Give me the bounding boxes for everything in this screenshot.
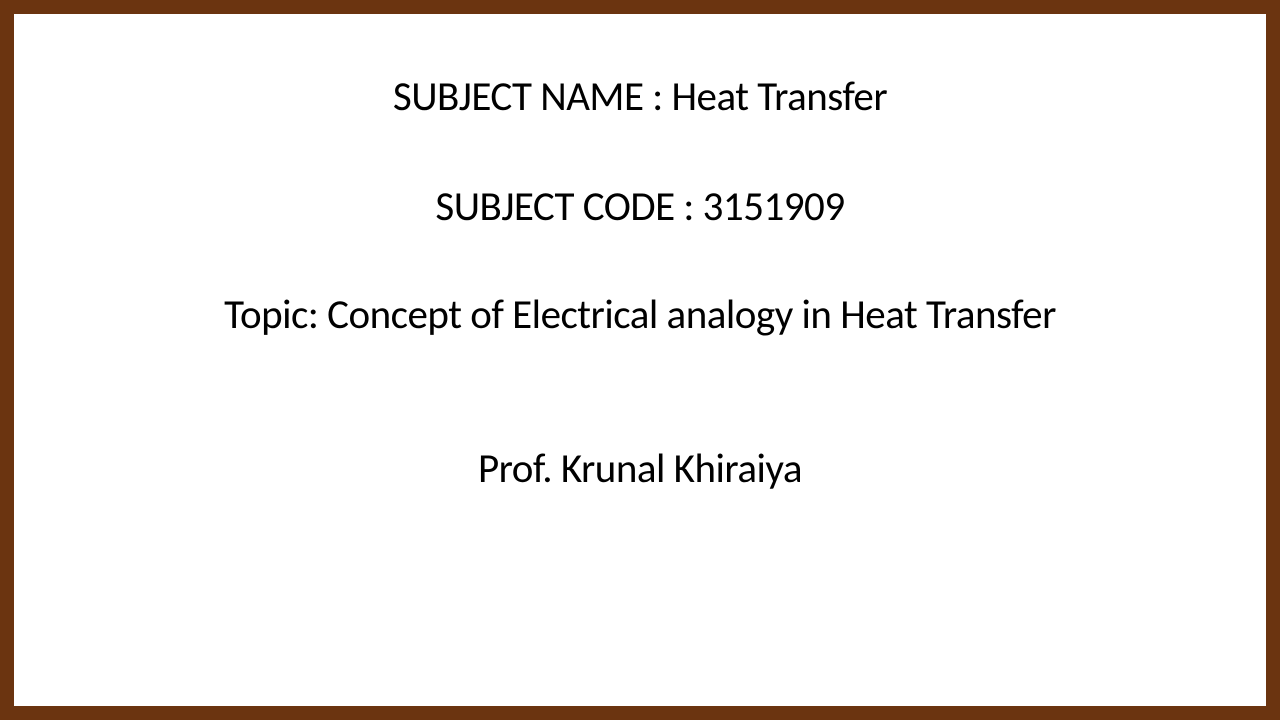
slide-container: SUBJECT NAME : Heat Transfer SUBJECT COD… — [0, 0, 1280, 720]
topic-text: Topic: Concept of Electrical analogy in … — [224, 290, 1056, 340]
subject-code-text: SUBJECT CODE : 3151909 — [435, 182, 844, 232]
subject-name-text: SUBJECT NAME : Heat Transfer — [393, 72, 887, 122]
professor-text: Prof. Krunal Khiraiya — [478, 444, 802, 494]
